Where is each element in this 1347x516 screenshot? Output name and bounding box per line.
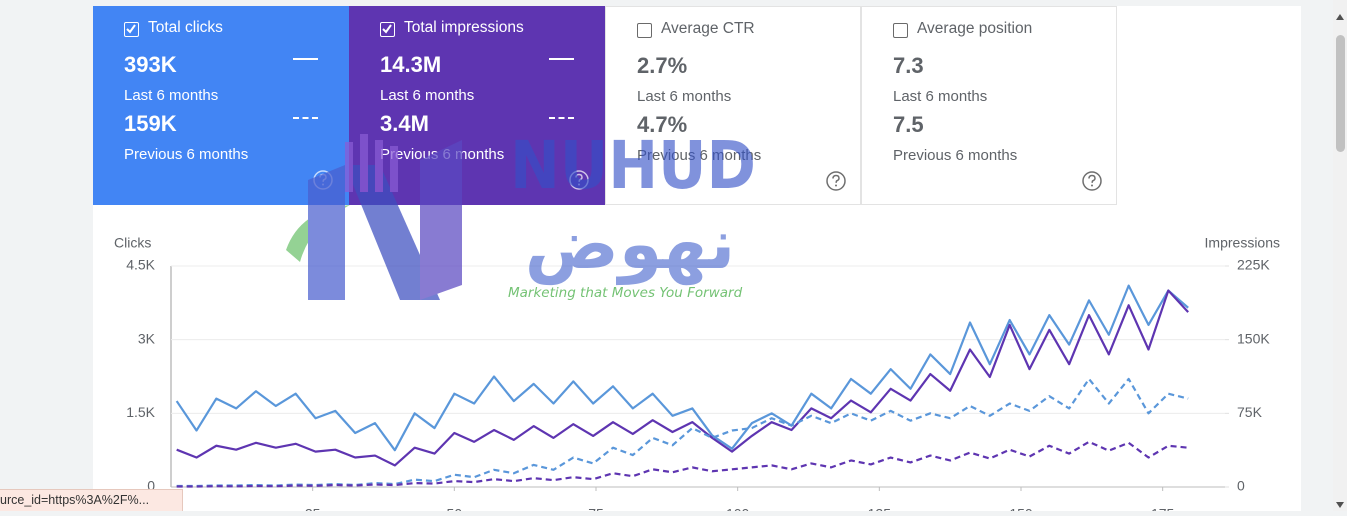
x-tick-label: 150: [1009, 506, 1033, 511]
help-glyph: [832, 174, 840, 184]
help-dot: [322, 183, 324, 186]
scroll-thumb[interactable]: [1336, 35, 1345, 152]
check-path: [382, 24, 392, 34]
scroll-up[interactable]: [1336, 14, 1344, 20]
current-value: 2.7%: [637, 53, 688, 78]
current-value: 7.3: [893, 53, 924, 78]
help-glyph: [319, 173, 327, 183]
scrollbar[interactable]: [1333, 0, 1347, 511]
previous-value: 159K: [124, 111, 177, 136]
previous-period: Previous 6 months: [124, 146, 249, 163]
x-tick-label: 100: [726, 506, 750, 511]
current-value: 14.3M: [380, 52, 442, 77]
legend-solid: [293, 58, 318, 60]
previous-value: 7.5: [893, 112, 924, 137]
previous-period: Previous 6 months: [637, 147, 762, 164]
y-tick-label: 4.5K: [126, 257, 155, 273]
x-tick-label: 25: [305, 506, 321, 511]
metric-label: Average position: [917, 20, 1033, 37]
checkbox[interactable]: [380, 22, 395, 37]
current-period: Last 6 months: [637, 88, 732, 105]
y-tick-label: 3K: [138, 330, 156, 346]
metric-card[interactable]: Total clicks 393K Last 6 months 159K Previou…: [93, 6, 349, 205]
checkbox[interactable]: [637, 23, 652, 38]
current-period: Last 6 months: [893, 88, 988, 105]
help-glyph: [1088, 174, 1096, 184]
help-circle: [1082, 171, 1102, 191]
y-axis-title: Clicks: [114, 235, 151, 251]
scroll-down[interactable]: [1336, 502, 1344, 508]
checkbox[interactable]: [893, 23, 908, 38]
previous-value: 4.7%: [637, 112, 688, 137]
help-dot: [1091, 184, 1093, 187]
legend-dashed: [293, 117, 318, 119]
x-tick-label: 50: [447, 506, 463, 511]
metric-label: Total impressions: [404, 19, 524, 36]
grid: [171, 265, 1225, 488]
metric-label: Total clicks: [148, 19, 223, 36]
x-tick-label: 125: [868, 506, 892, 511]
scroll-arrows: [1336, 14, 1344, 508]
metric-card[interactable]: Average position 7.3 Last 6 months 7.5 Previ…: [861, 6, 1117, 205]
y2-axis-title: Impressions: [1205, 235, 1280, 251]
metric-label: Average CTR: [661, 20, 755, 37]
series-line: [176, 377, 1189, 488]
metric-card[interactable]: Total impressions 14.3M Last 6 months 3.4M P…: [349, 6, 605, 205]
help-icon[interactable]: [568, 169, 590, 191]
help-icon[interactable]: [312, 169, 334, 191]
help-glyph: [575, 173, 583, 183]
x-tick-label: 75: [588, 506, 604, 511]
x-tick-label: 175: [1151, 506, 1175, 511]
help-icon[interactable]: [1081, 170, 1103, 192]
help-dot: [835, 184, 837, 187]
help-circle: [826, 171, 846, 191]
metric-card[interactable]: Average CTR 2.7% Last 6 months 4.7% Previous…: [605, 6, 861, 205]
previous-period: Previous 6 months: [893, 147, 1018, 164]
help-circle: [569, 170, 589, 190]
y-tick-label: 0: [147, 478, 155, 494]
current-period: Last 6 months: [124, 87, 219, 104]
y2-tick-label: 75K: [1237, 404, 1263, 420]
current-period: Last 6 months: [380, 87, 475, 104]
status-bar: urce_id=https%3A%2F%...: [0, 489, 183, 511]
y2-tick-label: 225K: [1237, 257, 1270, 273]
legend-solid: [549, 58, 574, 60]
previous-value: 3.4M: [380, 111, 429, 136]
checkbox[interactable]: [124, 22, 139, 37]
y-tick-label: 1.5K: [126, 404, 155, 420]
legend-dashed: [549, 117, 574, 119]
series-line: [176, 440, 1189, 488]
series-line: [176, 289, 1189, 467]
previous-period: Previous 6 months: [380, 146, 505, 163]
help-dot: [578, 183, 580, 186]
check-path: [126, 24, 136, 34]
check-mark: [126, 24, 136, 34]
series-line: [175, 284, 1189, 452]
y2-tick-label: 150K: [1237, 330, 1270, 346]
y2-tick-label: 0: [1237, 478, 1245, 494]
help-icon[interactable]: [825, 170, 847, 192]
check-mark: [382, 24, 392, 34]
current-value: 393K: [124, 52, 177, 77]
